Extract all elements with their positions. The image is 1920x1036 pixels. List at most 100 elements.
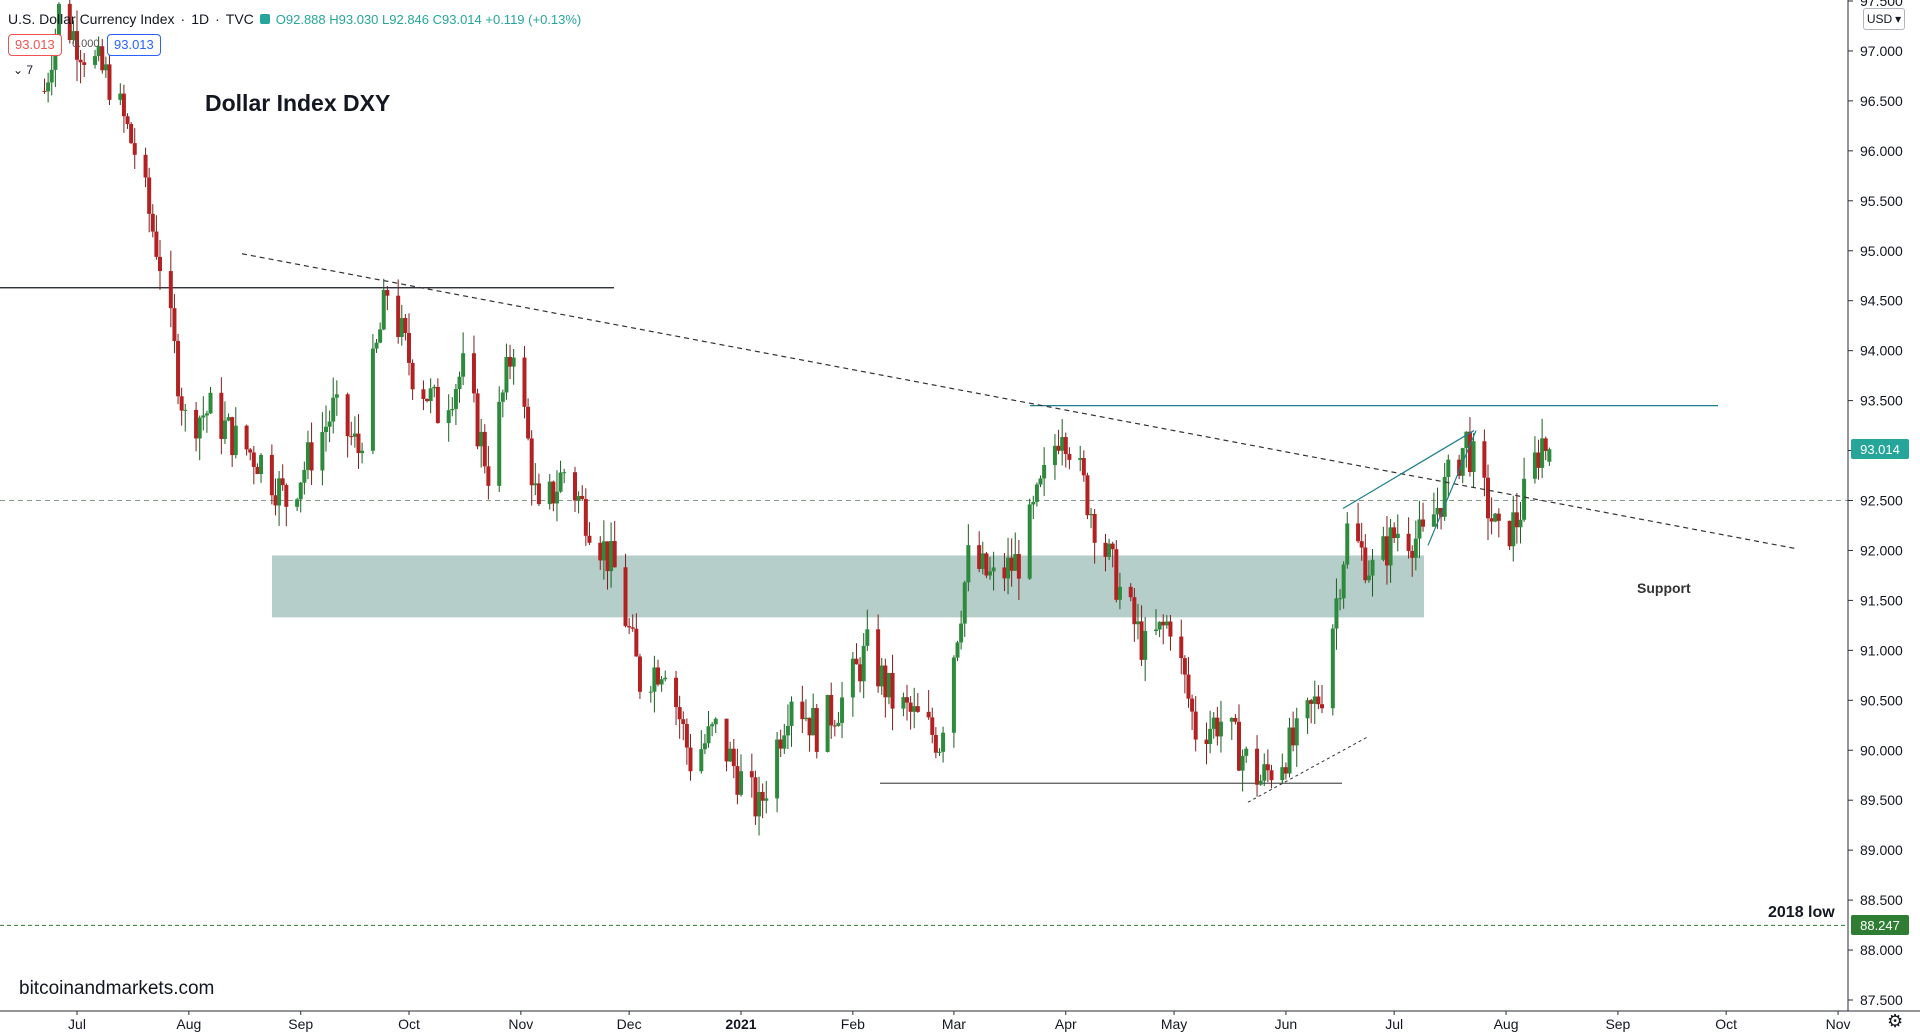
candle: [378, 322, 383, 344]
candle-body: [1186, 674, 1191, 699]
candle: [204, 410, 209, 433]
candle-body: [176, 340, 181, 397]
candle-body: [475, 393, 480, 447]
candle: [782, 723, 787, 754]
candle-body: [1410, 550, 1415, 558]
candle: [883, 658, 888, 718]
candle: [93, 49, 98, 69]
candle: [886, 672, 891, 705]
candle-body: [277, 478, 282, 506]
candle-body: [652, 667, 657, 692]
symbol-name[interactable]: U.S. Dollar Currency Index: [8, 11, 175, 27]
candle-body: [334, 394, 339, 398]
candle-body: [1464, 431, 1469, 449]
candle-body: [248, 449, 253, 453]
candle: [1345, 512, 1350, 569]
candle: [1467, 417, 1472, 477]
candle-body: [764, 798, 769, 801]
candle-body: [1237, 721, 1241, 771]
buy-button[interactable]: 93.013: [107, 34, 161, 56]
candle: [825, 694, 830, 753]
candle: [775, 731, 780, 813]
candle: [1522, 457, 1527, 522]
candle-body: [403, 318, 408, 333]
candle-body: [558, 472, 563, 492]
candle: [230, 416, 235, 467]
candle: [1085, 472, 1090, 520]
candle-body: [959, 623, 964, 643]
candle-body: [609, 541, 614, 572]
candle: [1439, 507, 1444, 530]
candle-body: [309, 442, 314, 471]
candle-body: [739, 771, 743, 795]
x-tick-label: Mar: [942, 1016, 966, 1032]
candle-body: [1114, 549, 1119, 600]
candle: [1211, 712, 1216, 739]
candle-body: [814, 707, 819, 752]
candle: [132, 128, 137, 170]
candle: [1208, 710, 1213, 754]
candle-body: [255, 466, 260, 475]
candle: [345, 392, 350, 458]
candle-body: [327, 421, 332, 427]
candle-body: [1233, 717, 1238, 722]
candle-body: [1507, 520, 1512, 547]
drawing-layer: [0, 287, 1848, 926]
candle: [876, 614, 881, 693]
candle-body: [486, 466, 491, 486]
candle-body: [912, 706, 917, 712]
candle-body: [93, 56, 98, 65]
candle: [962, 580, 967, 637]
candle: [1157, 621, 1162, 638]
candle-body: [1370, 559, 1375, 576]
candle: [1334, 578, 1339, 650]
y-tick-label: 92.500: [1860, 493, 1903, 509]
candle: [446, 394, 451, 442]
candle: [1186, 657, 1191, 708]
candle: [1381, 526, 1386, 562]
gear-icon[interactable]: ⚙: [1887, 1011, 1904, 1031]
candle-body: [536, 483, 541, 505]
y-tick-label: 87.500: [1860, 992, 1903, 1008]
candle: [197, 415, 202, 461]
candle: [536, 473, 541, 507]
currency-dropdown[interactable]: USD ▾: [1863, 8, 1905, 30]
rising-wedge-upper-line: [1342, 430, 1475, 510]
candle-body: [1215, 717, 1220, 737]
candle-body: [583, 498, 588, 536]
candle-body: [562, 472, 567, 474]
candle-body: [331, 397, 336, 422]
candle-body: [1016, 554, 1021, 579]
candle-body: [399, 318, 404, 337]
sell-button[interactable]: 93.013: [8, 34, 62, 56]
candle-body: [551, 481, 556, 504]
candle-body: [46, 82, 51, 92]
candle: [1016, 540, 1021, 601]
candle-body: [201, 415, 206, 418]
candle-body: [778, 739, 783, 749]
interval-label[interactable]: 1D: [191, 11, 210, 27]
y-tick: 91.000: [1848, 642, 1903, 658]
candle: [334, 380, 339, 416]
candle: [800, 685, 805, 734]
candle: [1442, 462, 1447, 521]
candle: [233, 407, 238, 459]
candle-body: [222, 420, 227, 439]
y-tick-label: 90.500: [1860, 692, 1903, 708]
candle: [1291, 711, 1296, 752]
candle-body: [1085, 475, 1090, 516]
candle: [753, 770, 758, 825]
y-tick: 96.000: [1848, 143, 1903, 159]
candle-body: [284, 485, 289, 507]
y-tick-label: 97.000: [1860, 43, 1903, 59]
candle-body: [533, 483, 538, 486]
symbol-header[interactable]: U.S. Dollar Currency Index · 1D · TVC O9…: [8, 9, 581, 29]
candle-body: [1334, 598, 1339, 629]
candle-body: [150, 213, 155, 232]
candle-body: [688, 747, 693, 772]
indicators-toggle-button[interactable]: ⌄ 7: [10, 63, 37, 77]
candle-body: [825, 695, 830, 752]
candle: [49, 50, 54, 96]
candle: [562, 468, 567, 484]
